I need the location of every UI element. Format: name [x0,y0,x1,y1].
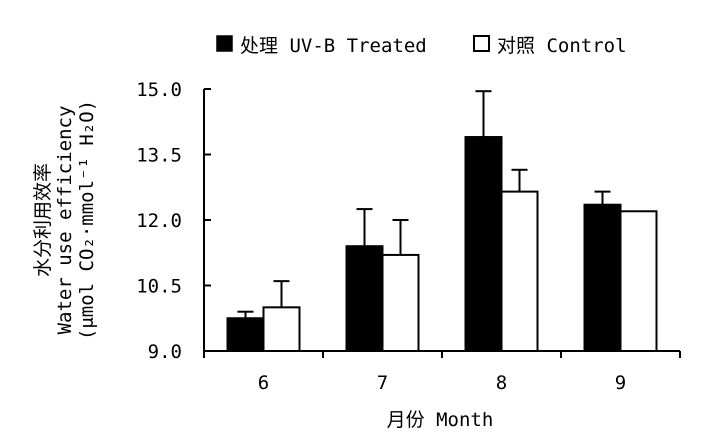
bar-control [381,253,420,352]
y-tick-label: 9.0 [148,341,182,363]
x-tick-label: 8 [496,372,507,394]
y-tick-label: 10.5 [136,276,182,298]
x-axis-title: 月份 Month [387,409,494,431]
legend-label-treated: 处理 UV-B Treated [240,35,427,57]
bar-control [500,190,539,352]
y-axis-title-en: Water use efficiency [54,106,76,335]
error-bars [237,90,611,319]
x-tick-label: 7 [377,372,388,394]
x-ticks: 6 7 8 9 [203,351,681,394]
y-tick-label: 15.0 [136,79,182,101]
x-tick-label: 6 [258,372,269,394]
y-tick-label: 12.0 [136,210,182,232]
bars [226,136,658,353]
bar-treated [345,245,384,352]
bar-treated [464,136,503,352]
bar-control [619,210,658,352]
y-tick-label: 13.5 [136,145,182,167]
legend: 处理 UV-B Treated 对照 Control [216,35,627,57]
bar-treated [226,317,265,352]
bar-treated [583,203,622,352]
y-axis-title-cn: 水分利用效率 [32,163,54,277]
x-tick-label: 9 [615,372,626,394]
legend-swatch-control [473,35,490,52]
legend-swatch-treated [216,35,233,52]
bar-control [262,306,301,353]
y-axis-title: 水分利用效率 Water use efficiency (μmol CO₂·mm… [32,100,98,340]
y-axis-title-unit: (μmol CO₂·mmol⁻¹ H₂O) [76,100,98,340]
legend-label-control: 对照 Control [497,35,627,57]
y-ticks: 15.0 13.5 12.0 10.5 9.0 [136,79,211,363]
